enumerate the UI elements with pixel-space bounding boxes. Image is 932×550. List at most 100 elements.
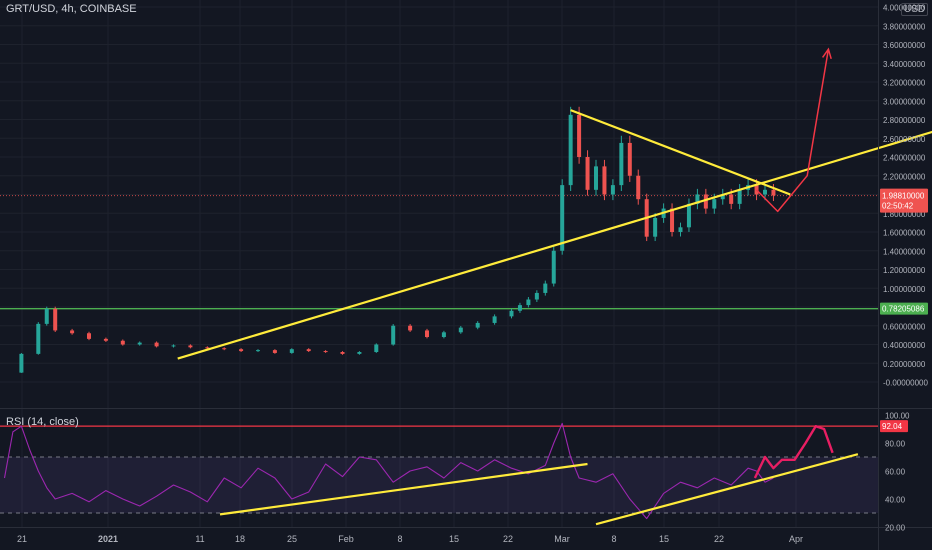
price-axis[interactable]: 4.00000000 3.80000000 3.60000000 3.40000000…: [880, 4, 928, 388]
time-tick-label: 22: [503, 534, 513, 544]
rsi-tick-label: 20.00: [885, 524, 906, 533]
rsi-overbought-tag: [880, 420, 908, 433]
candle-body: [670, 208, 675, 232]
price-tick-label: 2.80000000: [883, 116, 926, 125]
candle-body: [44, 308, 49, 324]
candle-body: [771, 189, 776, 196]
price-tick-label: -0.00000000: [883, 379, 928, 388]
candle-body: [154, 342, 159, 347]
time-tick-label: Feb: [338, 534, 354, 544]
candle-body: [340, 352, 345, 354]
candle-body: [585, 157, 590, 190]
candle-body: [357, 352, 362, 354]
rsi-tick-label: 60.00: [885, 468, 906, 477]
candle-body: [492, 316, 497, 323]
candle-body: [610, 185, 615, 195]
price-tick-label: 2.40000000: [883, 154, 926, 163]
candle-body: [137, 342, 142, 345]
time-tick-label: 15: [659, 534, 669, 544]
candle-body: [239, 349, 244, 352]
candle-body: [517, 305, 522, 311]
candle-body: [272, 350, 277, 353]
candle-body: [53, 308, 58, 331]
time-tick-label: 8: [611, 534, 616, 544]
price-pane[interactable]: [0, 47, 932, 373]
candle-body: [509, 310, 514, 317]
rsi-indicator-title[interactable]: RSI (14, close): [6, 416, 79, 428]
candle-body: [577, 114, 582, 157]
price-tick-label: 0.60000000: [883, 322, 926, 331]
time-tick-label: 8: [397, 534, 402, 544]
rsi-yellow-trendline: [219, 462, 588, 516]
price-tick-label: 2.60000000: [883, 135, 926, 144]
candle-body: [763, 189, 767, 195]
candle-body: [686, 203, 691, 228]
candle-body: [594, 166, 598, 190]
candle-body: [712, 199, 717, 209]
price-tick-label: 0.20000000: [883, 360, 926, 369]
projection-arrowhead: [821, 47, 832, 60]
current-price-label: 1.98810000: [882, 192, 925, 201]
candle-body: [678, 227, 683, 232]
currency-label[interactable]: USD: [901, 3, 929, 16]
candle-body: [568, 114, 573, 186]
candle-body: [602, 166, 607, 195]
candle-body: [408, 325, 413, 331]
grid-lines: [0, 0, 878, 527]
price-tick-label: 2.20000000: [883, 172, 926, 181]
rsi-projection-curve: [753, 425, 834, 479]
current-price-tag: [880, 188, 928, 213]
price-tick-label: 3.60000000: [883, 41, 926, 50]
price-tick-label: 3.80000000: [883, 22, 926, 31]
candle-body: [543, 283, 548, 293]
candle-body: [120, 340, 125, 345]
candle-body: [222, 348, 227, 350]
candle-body: [619, 142, 624, 186]
candle-body: [70, 330, 75, 334]
price-tick-label: 1.40000000: [883, 247, 926, 256]
candle-body: [171, 345, 176, 347]
candle-body: [653, 217, 658, 237]
time-tick-label: 15: [449, 534, 459, 544]
time-tick-label: Mar: [554, 534, 570, 544]
time-tick-label: 25: [287, 534, 297, 544]
time-tick-label: 2021: [98, 534, 118, 544]
price-tick-label: 1.60000000: [883, 229, 926, 238]
price-tick-label: 1.00000000: [883, 285, 926, 294]
candle-body: [323, 351, 328, 353]
rsi-tick-label: 100.00: [885, 412, 910, 421]
price-tick-label: 0.40000000: [883, 341, 926, 350]
candle-body: [19, 353, 24, 373]
candle-body: [526, 299, 531, 306]
candle-body: [720, 194, 725, 200]
candle-body: [737, 189, 742, 204]
candle-body: [188, 345, 193, 348]
price-tick-label: 1.80000000: [883, 210, 926, 219]
time-tick-label: Apr: [789, 534, 803, 544]
candle-body: [289, 349, 294, 353]
symbol-title[interactable]: GRT/USD, 4h, COINBASE: [6, 3, 137, 15]
candle-body: [534, 292, 539, 300]
candle-body: [425, 330, 429, 337]
time-axis[interactable]: 21 2021 11 18 25 Feb 8 15 22 Mar 8 15 22 Apr: [17, 534, 803, 544]
candle-body: [627, 142, 632, 176]
rsi-axis[interactable]: 100.00 80.00 60.00 40.00 20.00 92.04: [880, 412, 910, 533]
price-tick-label: 3.40000000: [883, 60, 926, 69]
price-tick-label: 3.20000000: [883, 79, 926, 88]
candle-body: [560, 185, 565, 251]
time-tick-label: 18: [235, 534, 245, 544]
support-level-label: 0.78205086: [882, 305, 925, 314]
projection-arrow: [755, 49, 830, 213]
candle-body: [103, 338, 108, 341]
rsi-tick-label: 40.00: [885, 496, 906, 505]
rsi-pane[interactable]: [0, 422, 878, 526]
candle-body: [205, 347, 210, 349]
candle-body: [458, 327, 463, 333]
price-tick-label: 4.00000000: [883, 4, 926, 13]
rsi-yellow-trendline: [595, 453, 859, 526]
candle-body: [441, 332, 446, 337]
yellow-trendline: [570, 109, 791, 196]
support-level-tag: [880, 302, 928, 315]
